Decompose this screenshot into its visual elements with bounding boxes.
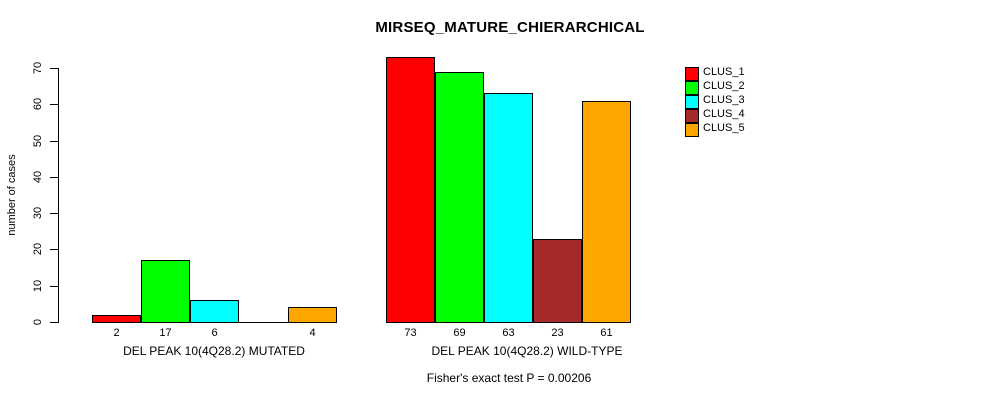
legend-swatch-clus_5 — [685, 123, 699, 137]
bar-clus_5 — [582, 101, 631, 323]
bar-value-label — [239, 327, 288, 340]
bar-value-label: 61 — [600, 327, 613, 339]
group-label-wildtype: DEL PEAK 10(4Q28.2) WILD-TYPE — [431, 344, 623, 358]
bar-clus_2 — [141, 260, 190, 323]
bar-clus_1 — [92, 315, 141, 323]
legend-swatch-clus_2 — [685, 81, 699, 95]
legend-swatch-clus_3 — [685, 95, 699, 109]
bar-value-label: 69 — [453, 327, 466, 339]
bar-clus_4 — [533, 239, 582, 323]
y-tick-label: 10 — [32, 279, 44, 293]
legend-label: CLUS_1 — [703, 66, 745, 78]
legend-swatch-clus_4 — [685, 109, 699, 123]
fisher-test-annotation: Fisher's exact test P = 0.00206 — [426, 371, 592, 385]
legend-label: CLUS_2 — [703, 80, 745, 92]
y-tick-label: 60 — [32, 97, 44, 111]
legend-label: CLUS_3 — [703, 94, 745, 106]
y-axis-tick — [50, 249, 58, 250]
bar-value-label: 2 — [113, 327, 120, 339]
y-axis-tick — [50, 177, 58, 178]
bar-clus_3 — [190, 300, 239, 323]
bar-clus_1 — [386, 57, 435, 323]
legend-swatch-clus_1 — [685, 67, 699, 81]
bar-value-label: 23 — [551, 327, 564, 339]
bar-value-label: 4 — [309, 327, 316, 339]
bar-clus_5 — [288, 307, 337, 323]
bar-value-label: 17 — [159, 327, 172, 339]
legend-label: CLUS_5 — [703, 122, 745, 134]
y-axis-title: number of cases — [6, 154, 18, 236]
y-tick-label: 50 — [32, 134, 44, 148]
y-tick-label: 40 — [32, 170, 44, 184]
y-axis-line — [58, 68, 59, 323]
y-tick-label: 70 — [32, 61, 44, 75]
y-axis-tick — [50, 322, 58, 323]
legend-label: CLUS_4 — [703, 108, 745, 120]
bar-clus_2 — [435, 72, 484, 323]
bar-value-label: 73 — [404, 327, 417, 339]
chart-title: MIRSEQ_MATURE_CHIERARCHICAL — [375, 19, 645, 36]
y-axis-tick — [50, 286, 58, 287]
bar-value-label: 6 — [211, 327, 218, 339]
y-tick-label: 0 — [32, 318, 44, 326]
y-tick-label: 20 — [32, 242, 44, 256]
y-axis-tick — [50, 141, 58, 142]
bar-clus_3 — [484, 93, 533, 323]
bar-value-label: 63 — [502, 327, 515, 339]
y-axis-tick — [50, 104, 58, 105]
y-tick-label: 30 — [32, 206, 44, 220]
y-axis-tick — [50, 213, 58, 214]
y-axis-tick — [50, 68, 58, 69]
group-label-mutated: DEL PEAK 10(4Q28.2) MUTATED — [123, 344, 305, 358]
